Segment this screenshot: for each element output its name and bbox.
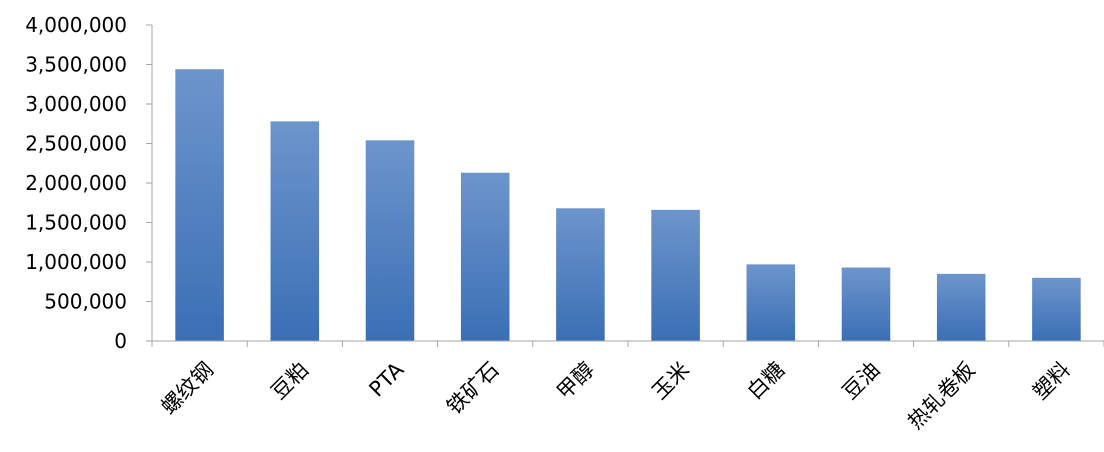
bar <box>365 140 415 341</box>
bar <box>270 121 320 341</box>
x-tick-label: 热轧卷板 <box>903 358 979 434</box>
x-tick-label: 铁矿石 <box>442 358 504 420</box>
x-tick-label: 豆油 <box>838 358 885 405</box>
y-tick-label: 2,000,000 <box>25 171 127 195</box>
y-tick-label: 500,000 <box>44 290 127 314</box>
bar <box>651 209 700 341</box>
x-tick-label: PTA <box>364 357 408 401</box>
bar <box>460 172 510 341</box>
y-tick-label: 2,500,000 <box>25 132 127 156</box>
y-tick-label: 4,000,000 <box>25 13 127 37</box>
x-tick-label: 螺纹钢 <box>157 358 219 420</box>
x-tick-label: 玉米 <box>647 358 694 405</box>
x-tick-label: 塑料 <box>1028 358 1075 405</box>
x-tick-label: 豆粕 <box>267 358 314 405</box>
x-tick-label: 甲醇 <box>552 358 599 405</box>
bars <box>175 69 1081 342</box>
x-tick-label: 白糖 <box>743 358 790 405</box>
bar <box>936 273 986 341</box>
x-axis: 螺纹钢 豆粕 PTA 铁矿石 甲醇 玉米 白糖 豆油 热轧卷板 塑料 <box>151 340 1104 434</box>
y-tick-label: 0 <box>114 329 127 353</box>
bar <box>1032 277 1081 341</box>
bar <box>841 267 891 341</box>
bar <box>556 208 605 341</box>
y-tick-label: 3,000,000 <box>25 92 127 116</box>
y-axis: 0 500,000 1,000,000 1,500,000 2,000,000 2,500… <box>25 13 153 353</box>
y-tick-label: 1,000,000 <box>25 250 127 274</box>
y-tick-label: 3,500,000 <box>25 53 127 77</box>
y-tick-label: 1,500,000 <box>25 211 127 235</box>
bar <box>175 69 224 342</box>
bar <box>746 264 796 341</box>
